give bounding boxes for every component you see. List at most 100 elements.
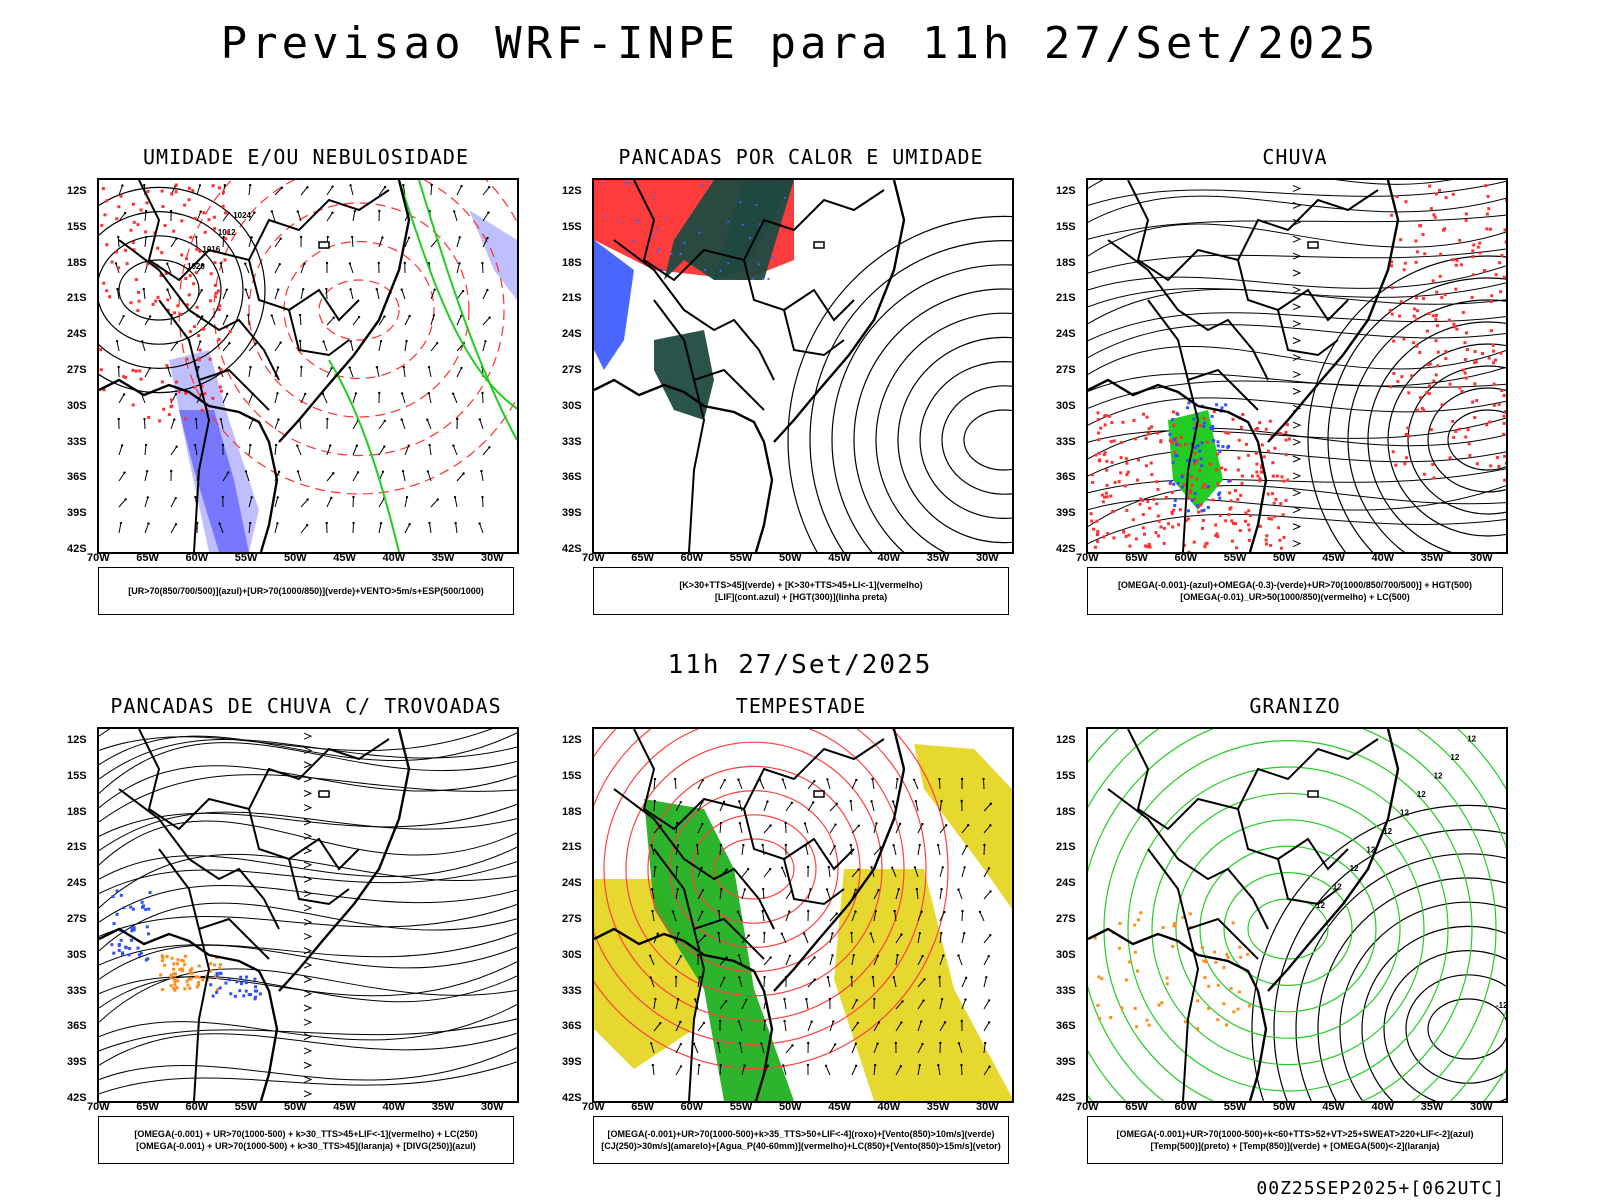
latitude-tick-label: 15S xyxy=(67,220,87,233)
wind-vector xyxy=(376,289,380,300)
streamline xyxy=(99,765,517,809)
wind-vector xyxy=(672,911,677,922)
wind-vector xyxy=(404,237,410,248)
contour-line xyxy=(1405,974,1506,1084)
latitude-tick-label: 15S xyxy=(67,769,87,782)
wind-vector xyxy=(851,779,857,790)
wind-vector xyxy=(739,1043,743,1054)
longitude-tick-label: 70W xyxy=(1076,1101,1099,1113)
arrow-head xyxy=(303,918,313,926)
wind-vector xyxy=(429,445,432,456)
latitude-tick-label: 27S xyxy=(562,913,582,925)
legend-line: [OMEGA(-0.001) + UR>70(1000-500) + k>30_… xyxy=(134,1129,478,1139)
latitude-tick-label: 24S xyxy=(67,877,87,890)
contour-label: 12 xyxy=(1316,901,1325,910)
panel-title: UMIDADE E/OU NEBULOSIDADE xyxy=(142,145,470,169)
legend-line: [K>30+TTS>45](verde) + [K>30+TTS>45+LI<-… xyxy=(679,580,923,590)
wind-vector xyxy=(917,845,921,856)
wind-vector xyxy=(760,1043,765,1054)
wind-vector xyxy=(653,1022,661,1032)
shaded-area xyxy=(664,180,794,280)
wind-vector xyxy=(222,472,229,482)
wind-vector xyxy=(378,316,385,326)
wind-vector xyxy=(651,911,655,922)
latitude-tick-label: 24S xyxy=(1056,328,1076,341)
streamline xyxy=(1088,324,1506,358)
wind-vector xyxy=(961,845,968,856)
wind-vector xyxy=(194,445,198,456)
wind-vector xyxy=(196,289,203,300)
wind-vector xyxy=(803,933,809,944)
wind-vector xyxy=(915,801,919,812)
wind-vector xyxy=(480,471,484,482)
arrow-head xyxy=(303,975,313,983)
contour-label: 1016 xyxy=(202,245,220,254)
wind-vector xyxy=(763,1020,766,1032)
wind-vector xyxy=(697,911,703,922)
contour-line xyxy=(1427,387,1506,493)
longitude-tick-label: 70W xyxy=(582,1101,605,1113)
wind-vector xyxy=(851,825,860,834)
contour-line xyxy=(1427,998,1506,1060)
streamline xyxy=(1088,485,1506,528)
wind-vector xyxy=(917,979,925,988)
longitude-tick-label: 60W xyxy=(1174,1101,1198,1113)
latitude-tick-label: 33S xyxy=(562,984,582,997)
wind-vector xyxy=(196,341,201,352)
wind-vector xyxy=(143,289,146,300)
contour-line xyxy=(1175,819,1401,1039)
longitude-tick-label: 50W xyxy=(284,1101,307,1113)
wind-vector xyxy=(378,446,385,456)
wind-vector xyxy=(961,867,966,878)
legend-line: [LIF](cont.azul) + [HGT(300)](linha pret… xyxy=(714,592,888,602)
contour-line xyxy=(1387,343,1506,537)
wind-vector xyxy=(300,524,308,534)
contour-line xyxy=(919,361,1012,519)
wind-vector xyxy=(248,523,251,534)
latitude-tick-label: 12S xyxy=(562,185,582,197)
wind-vector xyxy=(403,367,406,378)
wind-vector xyxy=(983,934,991,944)
longitude-tick-label: 40W xyxy=(877,1101,901,1113)
wind-vector xyxy=(913,779,919,790)
latitude-tick-label: 39S xyxy=(67,507,87,520)
wind-vector xyxy=(297,211,302,222)
wind-vector xyxy=(829,955,833,966)
latitude-tick-label: 21S xyxy=(1056,292,1076,305)
wind-vector xyxy=(195,236,198,248)
wind-vector xyxy=(144,523,149,534)
wind-vector xyxy=(785,955,791,966)
wind-vector xyxy=(430,315,435,326)
wind-vector xyxy=(144,444,147,456)
wind-vector xyxy=(479,419,484,430)
latitude-tick-label: 18S xyxy=(67,256,87,269)
wind-vector xyxy=(481,496,484,508)
longitude-tick-label: 60W xyxy=(185,552,209,564)
wind-vector xyxy=(326,367,333,378)
wind-vector xyxy=(763,825,772,834)
wind-vector xyxy=(404,497,408,508)
arrow-head xyxy=(303,1076,313,1083)
longitude-tick-label: 35W xyxy=(431,1101,455,1113)
streamline xyxy=(99,885,517,923)
contour-line xyxy=(1223,872,1353,987)
wind-vector xyxy=(829,933,833,944)
wind-vector xyxy=(350,341,354,352)
wind-vector xyxy=(851,1043,857,1054)
wind-vector xyxy=(274,445,277,456)
contour-line xyxy=(1151,792,1425,1066)
contour-line xyxy=(809,240,1012,552)
wind-vector xyxy=(675,1021,681,1032)
contour-line xyxy=(1103,740,1473,1101)
wind-vector xyxy=(349,367,354,378)
arrow-head xyxy=(1292,201,1302,209)
contour-line xyxy=(213,180,505,457)
streamline xyxy=(99,820,517,866)
panel-legend: [OMEGA(-0.001)+UR>70(1000-500)+k>35_TTS>… xyxy=(593,1116,1009,1164)
latitude-tick-label: 36S xyxy=(562,471,582,484)
longitude-tick-label: 45W xyxy=(1322,1101,1345,1113)
wind-vector xyxy=(170,342,178,352)
latitude-tick-label: 30S xyxy=(67,399,87,412)
arrow-head xyxy=(303,804,313,812)
latitude-tick-label: 15S xyxy=(562,220,582,233)
